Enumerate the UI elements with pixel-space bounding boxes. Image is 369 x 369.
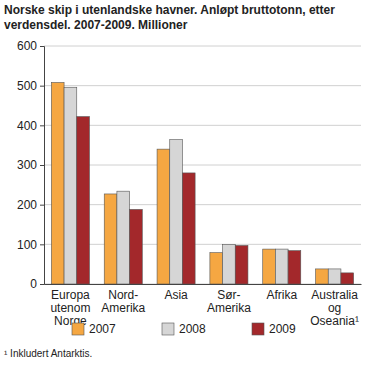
- x-tick-label: Asia: [164, 288, 188, 302]
- series: [51, 82, 328, 284]
- x-tick-label-line: og: [328, 301, 341, 315]
- y-tick: 0: [30, 277, 44, 291]
- x-tick-label-line: Oseania¹: [310, 314, 359, 328]
- bar: [316, 269, 329, 284]
- y-tick-label: 500: [17, 79, 37, 93]
- x-tick-label: EuropautenomNorge: [50, 288, 90, 328]
- grid: [44, 46, 361, 284]
- y-tick-mark: [40, 125, 44, 126]
- title: Norske skip i utenlandske havner. Anløpt…: [4, 3, 335, 32]
- y-tick: 500: [17, 79, 44, 93]
- x-tick-label-line: Amerika: [101, 301, 145, 315]
- bar: [104, 194, 117, 284]
- series: [64, 87, 341, 284]
- grid-line: [44, 244, 361, 245]
- bar: [288, 251, 301, 284]
- bar: [51, 82, 64, 284]
- bar: [182, 173, 195, 284]
- x-tick: Sør-Amerika: [207, 284, 251, 315]
- y-tick: 400: [17, 119, 44, 133]
- x-tick-label: Nord-Amerika: [101, 288, 145, 315]
- y-tick: 100: [17, 238, 44, 252]
- y-tick-label: 100: [17, 238, 37, 252]
- bar: [130, 209, 143, 284]
- bar: [157, 149, 170, 284]
- grid-line: [44, 46, 361, 47]
- bar: [263, 249, 276, 284]
- series: [77, 117, 354, 284]
- chart: Norske skip i utenlandske havner. Anløpt…: [0, 0, 369, 369]
- legend-item: 2008: [162, 322, 206, 336]
- y-tick-mark: [40, 205, 44, 206]
- legend-swatch: [162, 323, 174, 335]
- x-tick: AustraliaogOseania¹: [310, 284, 359, 328]
- bar: [328, 269, 341, 284]
- bars: [51, 82, 353, 284]
- x-tick-label-line: Afrika: [266, 288, 297, 302]
- title-line: verdensdel. 2007-2009. Millioner: [4, 18, 188, 32]
- x-tick: Nord-Amerika: [101, 284, 145, 315]
- y-tick-label: 200: [17, 198, 37, 212]
- y-tick-label: 0: [30, 277, 37, 291]
- bar: [341, 273, 354, 284]
- bar: [235, 246, 248, 284]
- bar: [223, 244, 236, 284]
- legend-label: 2009: [269, 322, 296, 336]
- y-tick: 300: [17, 158, 44, 172]
- y-axis: 0 100 200 300 400 500 600: [17, 39, 45, 291]
- bar: [275, 249, 288, 284]
- grid-line: [44, 85, 361, 86]
- legend-label: 2007: [89, 322, 116, 336]
- y-tick-mark: [40, 86, 44, 87]
- x-tick-label-line: Sør-: [217, 288, 240, 302]
- x-tick: Asia: [164, 284, 188, 302]
- y-tick-label: 600: [17, 39, 37, 53]
- footnote: ¹ Inkludert Antarktis.: [4, 348, 92, 359]
- y-tick-label: 300: [17, 158, 37, 172]
- x-tick-label-line: Asia: [164, 288, 188, 302]
- y-tick-mark: [40, 284, 44, 285]
- legend-swatch: [72, 323, 84, 335]
- y-tick-mark: [40, 46, 44, 47]
- x-tick-label-line: Australia: [311, 288, 358, 302]
- y-tick-mark: [40, 165, 44, 166]
- x-tick-label-line: Europa: [51, 288, 90, 302]
- bar: [117, 191, 130, 284]
- legend-swatch: [252, 323, 264, 335]
- bar: [170, 140, 183, 284]
- legend-label: 2008: [179, 322, 206, 336]
- bar: [210, 253, 223, 284]
- y-tick: 600: [17, 39, 44, 53]
- x-tick: Afrika: [266, 284, 297, 302]
- bar: [77, 117, 90, 284]
- grid-line: [44, 204, 361, 205]
- x-tick-label-line: utenom: [50, 301, 90, 315]
- x-tick-label-line: Nord-: [108, 288, 138, 302]
- y-tick-mark: [40, 244, 44, 245]
- x-tick-label: AustraliaogOseania¹: [310, 288, 359, 328]
- legend-item: 2007: [72, 322, 116, 336]
- grid-line: [44, 165, 361, 166]
- grid-line: [44, 284, 361, 285]
- title-line: Norske skip i utenlandske havner. Anløpt…: [4, 3, 335, 17]
- grid-line: [44, 125, 361, 126]
- x-tick-label: Afrika: [266, 288, 297, 302]
- y-tick-label: 400: [17, 119, 37, 133]
- plot: 0 100 200 300 400 500 600 EuropautenomNorge Nord…: [17, 39, 362, 328]
- x-axis-line: [45, 284, 362, 285]
- x-tick-label: Sør-Amerika: [207, 288, 251, 315]
- legend-item: 2009: [252, 322, 296, 336]
- x-tick: EuropautenomNorge: [50, 284, 90, 328]
- y-tick: 200: [17, 198, 44, 212]
- legend: 2007 2008 2009: [72, 322, 296, 336]
- x-tick-label-line: Amerika: [207, 301, 251, 315]
- bar: [64, 87, 77, 284]
- y-axis-line: [40, 47, 45, 285]
